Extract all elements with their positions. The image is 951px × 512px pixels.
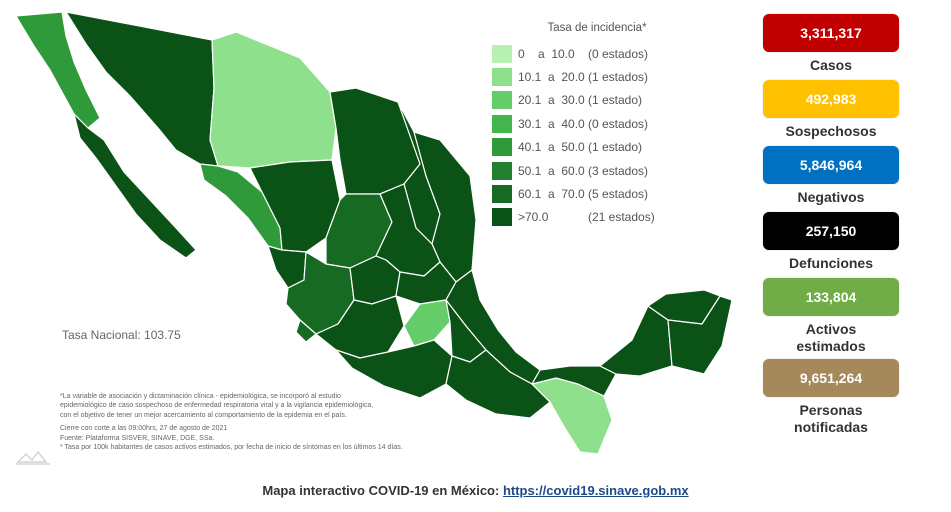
legend-row: 30.1 a 40.0 (0 estados) — [492, 112, 692, 135]
legend-swatch — [492, 208, 512, 227]
legend-row: 40.1 a 50.0 (1 estado) — [492, 136, 692, 159]
legend-swatch — [492, 114, 512, 133]
footnote-line: Fuente: Plataforma SISVER, SINAVE, DGE, … — [60, 434, 215, 442]
state-campeche — [599, 305, 673, 377]
legend-count: (5 estados) — [588, 187, 649, 202]
legend-range: 30.1 a 40.0 — [518, 116, 585, 131]
legend-range: 20.1 a 30.0 — [518, 93, 585, 108]
legend-swatch — [492, 91, 512, 110]
footnote-line: Cierre con corte a las 09:00hrs, 27 de a… — [60, 425, 228, 433]
stat-value: 133,804 — [763, 278, 899, 316]
stat-card: 133,804 Activos estimados — [758, 278, 904, 355]
stat-card: 9,651,264 Personas notificadas — [758, 359, 904, 436]
state-baja-california — [15, 11, 101, 129]
legend-swatch — [492, 44, 512, 63]
incidence-legend: Tasa de incidencia* 0 a 10.0 (0 estados) 1… — [492, 22, 692, 229]
stat-label: Activos estimados — [796, 321, 866, 354]
legend-range: >70.0 — [518, 210, 549, 225]
legend-range: 50.1 a 60.0 — [518, 163, 585, 178]
legend-count: (3 estados) — [588, 163, 649, 178]
legend-swatch — [492, 68, 512, 87]
stat-label: Personas notificadas — [794, 402, 868, 435]
legend-row: 0 a 10.0 (0 estados) — [492, 42, 692, 65]
state-chihuahua — [209, 31, 337, 169]
stat-label: Defunciones — [788, 255, 873, 271]
legend-rows: 0 a 10.0 (0 estados) 10.1 a 20.0 (1 estados… — [492, 42, 692, 229]
legend-title: Tasa de incidencia* — [547, 22, 647, 34]
footer-link[interactable]: https://covid19.sinave.gob.mx — [502, 483, 689, 498]
legend-range: 60.1 a 70.0 — [518, 187, 585, 202]
stats-panel: 3,311,317 Casos 492,983 Sospechosos 5,846,96… — [758, 14, 904, 440]
stat-card: 5,846,964 Negativos — [758, 146, 904, 206]
legend-range: 40.1 a 50.0 — [518, 140, 585, 155]
stat-value: 5,846,964 — [763, 146, 899, 184]
footer: Mapa interactivo COVID-19 en México: htt… — [0, 483, 951, 498]
legend-count: (0 estados) — [588, 46, 649, 61]
legend-swatch — [492, 161, 512, 180]
stat-label: Negativos — [797, 189, 865, 205]
state-coahuila — [329, 87, 421, 195]
state-quintana-roo — [667, 295, 733, 375]
footnote-line: con el objetivo de tener un mejor acerca… — [60, 411, 347, 419]
legend-count: (1 estado) — [588, 93, 643, 108]
legend-row: >70.0 (21 estados) — [492, 206, 692, 229]
footnote-line: *La variable de asociación y dictaminaci… — [60, 393, 341, 400]
mexico-incidence-map — [15, 11, 733, 465]
state-estado-de-mexico — [403, 299, 451, 347]
stat-value: 492,983 — [763, 80, 899, 118]
stat-label: Casos — [809, 57, 853, 73]
national-rate-label: Tasa Nacional: 103.75 — [62, 328, 181, 342]
stat-card: 492,983 Sospechosos — [758, 80, 904, 140]
legend-row: 10.1 a 20.0 (1 estados) — [492, 65, 692, 88]
stat-value: 257,150 — [763, 212, 899, 250]
legend-range: 10.1 a 20.0 — [518, 70, 585, 85]
state-durango — [249, 159, 341, 253]
stat-card: 3,311,317 Casos — [758, 14, 904, 74]
stat-value: 9,651,264 — [763, 359, 899, 397]
legend-row: 50.1 a 60.0 (3 estados) — [492, 159, 692, 182]
stat-card: 257,150 Defunciones — [758, 212, 904, 272]
state-baja-california-sur — [73, 113, 197, 259]
stat-value: 3,311,317 — [763, 14, 899, 52]
footnote-line: * Tasa por 100k habitantes de casos acti… — [60, 444, 403, 452]
legend-count: (1 estados) — [588, 70, 649, 85]
footer-text: Mapa interactivo COVID-19 en México: — [262, 483, 503, 498]
legend-row: 60.1 a 70.0 (5 estados) — [492, 182, 692, 205]
stat-label: Sospechosos — [785, 123, 877, 139]
legend-count: (1 estado) — [588, 140, 643, 155]
footnote-line: epidemiológico de caso sospechoso de enf… — [60, 402, 374, 410]
footnotes: *La variable de asociación y dictaminaci… — [60, 392, 480, 452]
state-tabasco — [531, 365, 617, 397]
legend-swatch — [492, 138, 512, 157]
legend-count: (21 estados) — [588, 210, 655, 225]
legend-count: (0 estados) — [588, 116, 649, 131]
legend-row: 20.1 a 30.0 (1 estado) — [492, 89, 692, 112]
state-colima — [295, 319, 317, 343]
legend-range: 0 a 10.0 — [518, 46, 575, 61]
logo-mark-icon — [16, 451, 50, 465]
legend-swatch — [492, 185, 512, 204]
